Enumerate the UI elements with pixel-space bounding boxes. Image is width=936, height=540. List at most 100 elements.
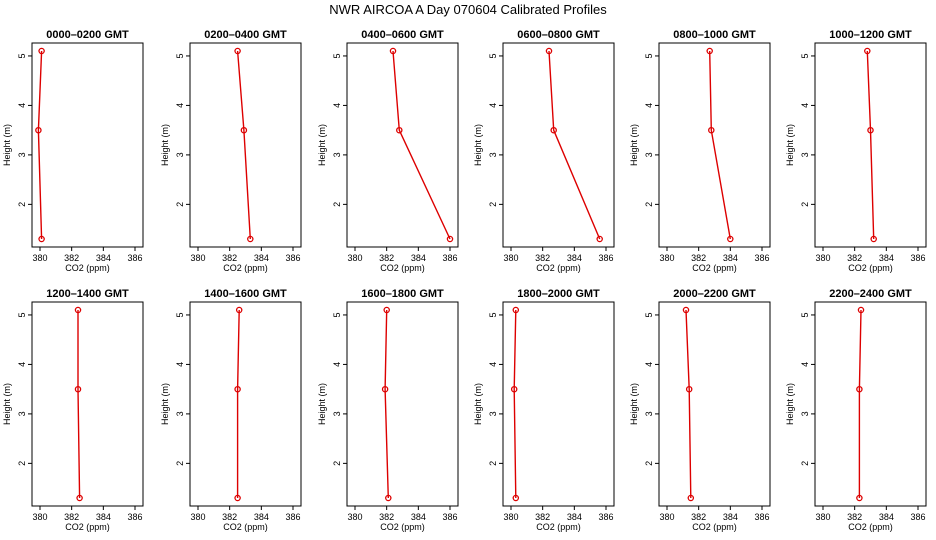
x-tick-label: 384 [723, 512, 738, 522]
x-axis-label: CO2 (ppm) [692, 263, 737, 273]
x-tick-label: 380 [32, 253, 47, 263]
x-tick-label: 380 [503, 512, 518, 522]
data-point [685, 385, 693, 393]
plot-title: 1400–1600 GMT [204, 288, 287, 300]
plot-title: 2000–2200 GMT [673, 288, 756, 300]
y-tick-label: 2 [644, 461, 654, 466]
x-tick-label: 386 [442, 253, 457, 263]
x-tick-label: 386 [754, 512, 769, 522]
y-tick-label: 3 [175, 152, 185, 157]
y-tick-label: 4 [644, 362, 654, 367]
x-tick-label: 382 [847, 253, 862, 263]
data-point [545, 47, 553, 55]
data-point [682, 306, 690, 314]
y-axis-label: Height (m) [160, 383, 170, 425]
y-tick-label: 5 [488, 312, 498, 317]
y-axis-label: Height (m) [629, 124, 639, 166]
data-point [727, 235, 734, 243]
x-tick-label: 382 [379, 512, 394, 522]
y-tick-label: 4 [17, 362, 27, 367]
y-tick-label: 3 [17, 411, 27, 416]
x-tick-label: 386 [442, 512, 457, 522]
y-tick-label: 3 [800, 411, 810, 416]
profile-line [866, 50, 875, 240]
data-point [74, 306, 82, 314]
x-tick-label: 380 [659, 253, 674, 263]
x-tick-label: 380 [815, 253, 830, 263]
y-tick-label: 4 [644, 103, 654, 108]
y-axis-label: Height (m) [785, 383, 795, 425]
y-tick-label: 5 [332, 312, 342, 317]
x-axis-label: CO2 (ppm) [223, 263, 268, 273]
x-tick-label: 386 [910, 253, 925, 263]
x-axis-label: CO2 (ppm) [223, 522, 268, 532]
x-tick-label: 380 [347, 253, 362, 263]
x-axis-label: CO2 (ppm) [65, 263, 110, 273]
y-tick-label: 3 [800, 152, 810, 157]
plot-title: 0000–0200 GMT [46, 29, 129, 41]
y-tick-label: 5 [17, 312, 27, 317]
plot-frame [31, 42, 144, 248]
data-point [550, 126, 557, 134]
x-tick-label: 384 [96, 512, 111, 522]
data-point [856, 494, 863, 502]
plot-frame [814, 42, 927, 248]
x-tick-label: 386 [285, 253, 300, 263]
y-tick-label: 5 [17, 53, 27, 58]
plot-frame [346, 301, 459, 507]
data-point [234, 47, 241, 55]
plot-title: 0600–0800 GMT [517, 29, 600, 41]
data-point [235, 306, 243, 314]
profile-line [77, 310, 81, 499]
y-tick-label: 3 [644, 152, 654, 157]
data-point [240, 126, 248, 134]
x-axis-label: CO2 (ppm) [848, 263, 893, 273]
profile-line [236, 50, 251, 240]
plot-title: 1800–2000 GMT [517, 288, 600, 300]
y-tick-label: 2 [800, 202, 810, 207]
y-tick-label: 3 [488, 152, 498, 157]
y-axis-label: Height (m) [2, 124, 12, 166]
x-tick-label: 380 [503, 253, 518, 263]
y-tick-label: 2 [175, 461, 185, 466]
y-tick-label: 2 [644, 202, 654, 207]
y-tick-label: 5 [644, 312, 654, 317]
y-tick-label: 4 [175, 103, 185, 108]
plot-frame [189, 42, 302, 248]
y-tick-label: 5 [175, 312, 185, 317]
y-tick-label: 5 [332, 53, 342, 58]
y-axis-label: Height (m) [160, 124, 170, 166]
x-tick-label: 380 [347, 512, 362, 522]
page-title: NWR AIRCOA A Day 070604 Calibrated Profi… [329, 2, 607, 17]
x-axis-label: CO2 (ppm) [848, 522, 893, 532]
plot-title: 1200–1400 GMT [46, 288, 129, 300]
y-tick-label: 2 [488, 461, 498, 466]
plot-title: 2200–2400 GMT [829, 288, 912, 300]
x-tick-label: 380 [32, 512, 47, 522]
x-tick-label: 386 [285, 512, 300, 522]
y-tick-label: 4 [800, 362, 810, 367]
plot-title: 1600–1800 GMT [361, 288, 444, 300]
data-point [381, 385, 389, 393]
data-point [234, 385, 241, 393]
y-tick-label: 4 [488, 103, 498, 108]
x-tick-label: 382 [64, 253, 79, 263]
x-tick-label: 386 [127, 512, 142, 522]
data-point [74, 385, 82, 393]
x-tick-label: 382 [691, 253, 706, 263]
y-tick-label: 2 [488, 202, 498, 207]
plot-frame [346, 42, 459, 248]
plot-title: 0800–1000 GMT [673, 29, 756, 41]
y-tick-label: 2 [332, 461, 342, 466]
x-axis-label: CO2 (ppm) [65, 522, 110, 532]
data-point [708, 126, 715, 134]
y-tick-label: 4 [17, 103, 27, 108]
plot-frame [814, 301, 927, 507]
profile-line [384, 309, 389, 499]
y-tick-label: 5 [800, 53, 810, 58]
profile-line [236, 309, 240, 498]
data-point [389, 47, 397, 55]
profile-line [548, 50, 601, 240]
x-tick-label: 380 [190, 512, 205, 522]
data-point [857, 306, 865, 314]
